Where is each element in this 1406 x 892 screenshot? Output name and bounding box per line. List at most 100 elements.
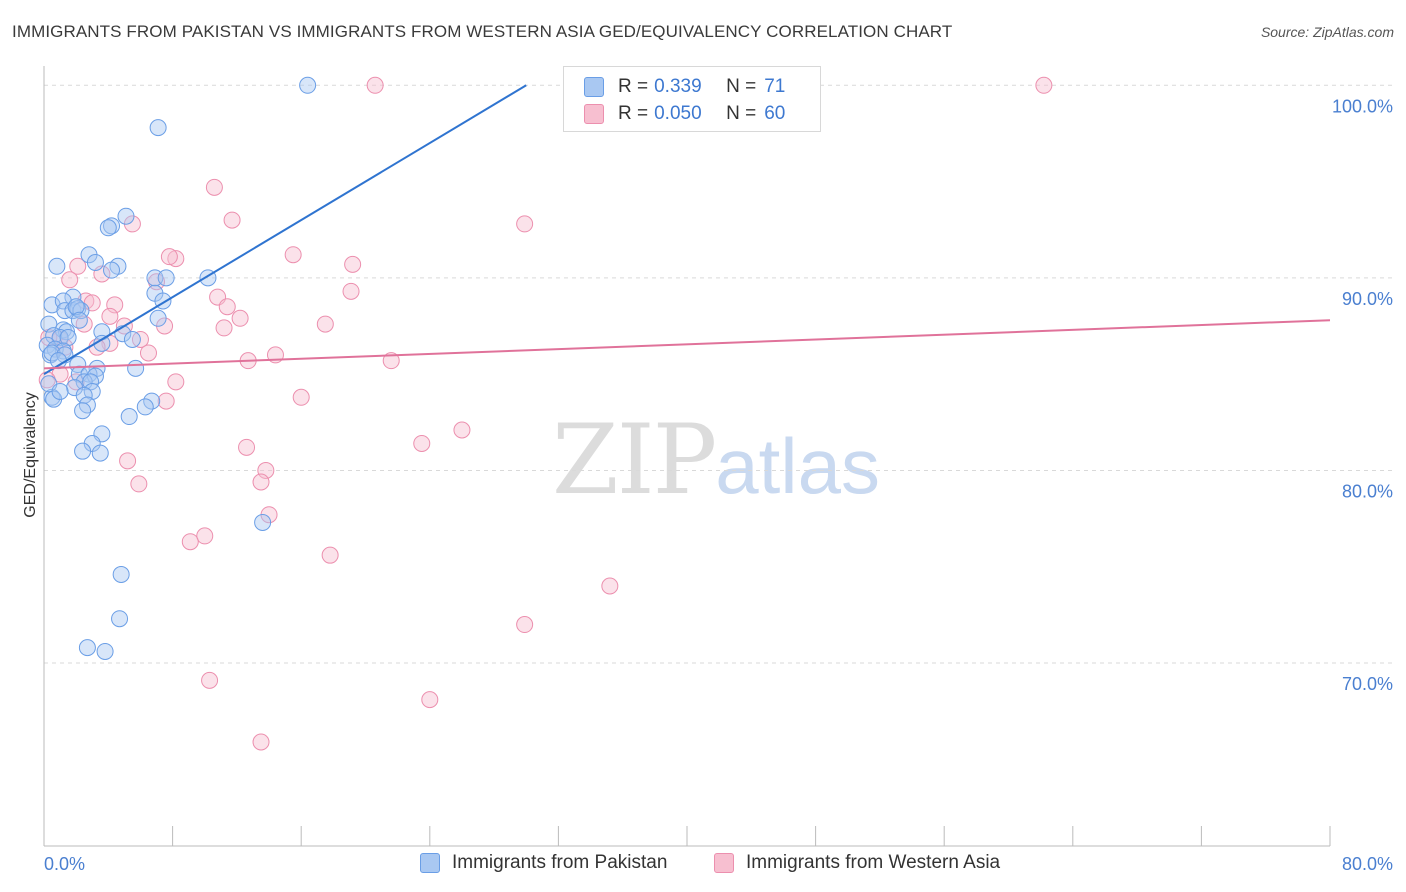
pakistan-point	[91, 444, 109, 462]
pakistan-point	[74, 402, 92, 420]
pakistan-point	[59, 329, 77, 347]
pakistan-point	[157, 269, 175, 287]
pakistan-point	[74, 442, 92, 460]
pakistan-trend-line	[43, 84, 527, 376]
legend-n-label: N =	[726, 103, 757, 124]
y-tick-label: 80.0%	[1342, 481, 1393, 501]
western-asia-point	[160, 248, 178, 266]
y-axis-title: GED/Equivalency	[22, 392, 39, 517]
pakistan-point	[254, 513, 272, 531]
pakistan-point	[136, 398, 154, 416]
legend-r-value: 0.050	[654, 103, 702, 124]
legend-n-value: 60	[764, 103, 786, 124]
pakistan-point	[67, 298, 85, 316]
pakistan-point	[86, 253, 104, 271]
pakistan-point	[299, 76, 317, 94]
trend-lines	[43, 84, 1331, 376]
western-asia-point	[157, 392, 175, 410]
pakistan-points	[38, 76, 317, 660]
pakistan-point	[78, 639, 96, 657]
western-asia-point	[196, 527, 214, 545]
y-tick-label: 100.0%	[1332, 96, 1393, 116]
western-asia-point	[167, 373, 185, 391]
watermark-atlas: atlas	[715, 422, 880, 510]
chart-title: IMMIGRANTS FROM PAKISTAN VS IMMIGRANTS F…	[12, 22, 953, 41]
legend-n-value: 71	[764, 76, 786, 97]
pakistan-point	[58, 323, 76, 341]
western-asia-point	[238, 438, 256, 456]
legend-r-label: R =	[618, 76, 649, 97]
pakistan-point	[149, 119, 167, 137]
pakistan-point	[143, 392, 161, 410]
legend-label-pakistan: Immigrants from Pakistan	[452, 852, 668, 873]
pakistan-legend-swatch	[420, 853, 440, 873]
western-asia-point	[130, 475, 148, 493]
pakistan-point	[99, 219, 117, 237]
western-asia-point	[316, 315, 334, 333]
pakistan-point	[123, 330, 141, 348]
legend-r-value: 0.339	[654, 76, 702, 97]
y-tick-label: 90.0%	[1342, 289, 1393, 309]
legend-n-label: N =	[726, 76, 757, 97]
legend-row-pakistan: R = 0.339 N = 71	[584, 75, 785, 99]
pakistan-point	[70, 311, 88, 329]
pakistan-point	[111, 610, 129, 628]
watermark-zip: ZIP	[552, 404, 717, 516]
pakistan-point	[103, 217, 121, 235]
pakistan-point	[149, 309, 167, 327]
western-asia-point	[516, 215, 534, 233]
legend-item-western-asia: Immigrants from Western Asia	[714, 852, 1000, 874]
western-asia-point	[61, 271, 79, 289]
legend-r-label: R =	[618, 103, 649, 124]
western-asia-point	[421, 691, 439, 709]
legend-item-pakistan: Immigrants from Pakistan	[420, 852, 667, 874]
western-asia-point	[366, 76, 384, 94]
x-tick-label: 0.0%	[44, 854, 85, 874]
legend-row-western-asia: R = 0.050 N = 60	[584, 102, 785, 126]
western-asia-point	[516, 616, 534, 634]
y-tick-label: 70.0%	[1342, 674, 1393, 694]
pakistan-point	[45, 327, 63, 345]
western-asia-point	[205, 178, 223, 196]
watermark: ZIPatlas	[552, 404, 880, 516]
western-asia-points	[38, 76, 1053, 751]
western-asia-point	[601, 577, 619, 595]
western-asia-point	[342, 282, 360, 300]
western-asia-point	[1035, 76, 1053, 94]
grid-lines	[44, 84, 1392, 664]
western-asia-point	[69, 257, 87, 275]
pakistan-point	[96, 642, 114, 660]
pakistan-point	[117, 207, 135, 225]
western-asia-point	[252, 733, 270, 751]
pakistan-point	[120, 408, 138, 426]
pakistan-point	[51, 382, 69, 400]
pakistan-point	[48, 257, 66, 275]
axis-labels: 70.0% 80.0% 90.0% 100.0% 0.0% 80.0% GED/Equiva…	[22, 96, 1393, 874]
western-asia-point	[382, 352, 400, 370]
chart-source: Source: ZipAtlas.com	[1260, 24, 1394, 40]
western-asia-point	[231, 309, 249, 327]
western-asia-point	[218, 298, 236, 316]
western-asia-point	[292, 388, 310, 406]
western-asia-point	[181, 533, 199, 551]
western-asia-point	[284, 246, 302, 264]
western-asia-point	[223, 211, 241, 229]
western-asia-trend-line	[43, 319, 1331, 370]
western-asia-point	[321, 546, 339, 564]
western-asia-point	[453, 421, 471, 439]
western-asia-point	[139, 344, 157, 362]
pakistan-point	[112, 565, 130, 583]
pakistan-point	[103, 261, 121, 279]
western-asia-point	[413, 434, 431, 452]
pakistan-point	[83, 382, 101, 400]
pakistan-swatch	[584, 77, 604, 97]
pakistan-point	[127, 359, 145, 377]
western-asia-point	[344, 255, 362, 273]
western-asia-point	[215, 319, 233, 337]
western-asia-swatch	[584, 104, 604, 124]
western-asia-point	[167, 250, 185, 268]
western-asia-point	[119, 452, 137, 470]
series-legend: Immigrants from Pakistan Immigrants from…	[0, 852, 1406, 878]
x-tick-label: 80.0%	[1342, 854, 1393, 874]
